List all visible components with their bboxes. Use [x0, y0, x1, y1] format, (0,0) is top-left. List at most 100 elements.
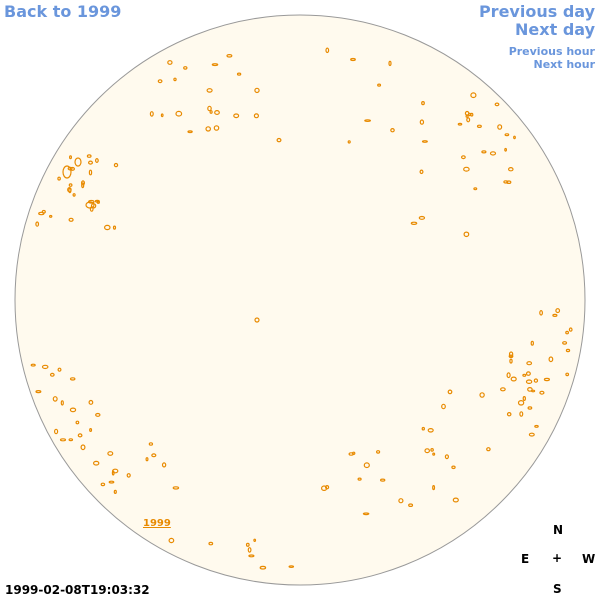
feature-contour: [175, 110, 183, 117]
feature-contour: [398, 498, 404, 504]
feature-contour: [126, 473, 131, 478]
feature-contour: [276, 137, 282, 143]
feature-contour: [452, 497, 459, 503]
feature-contour: [539, 390, 545, 395]
feature-contour: [75, 420, 80, 425]
feature-contour: [183, 66, 188, 70]
feature-contour: [168, 537, 175, 544]
feature-contour: [88, 399, 94, 405]
feature-contour: [427, 427, 434, 433]
feature-contour: [555, 308, 561, 314]
feature-contour: [236, 72, 242, 76]
feature-contour: [100, 482, 106, 487]
feature-contour: [418, 215, 426, 220]
feature-contour: [350, 57, 356, 62]
previous-day-link[interactable]: Previous day: [478, 2, 595, 21]
feature-contour: [72, 193, 76, 197]
feature-contour: [504, 133, 510, 137]
feature-contour: [380, 478, 386, 482]
feature-contour: [254, 317, 260, 323]
feature-contour: [430, 448, 434, 452]
feature-contour: [479, 392, 485, 398]
feature-contour: [568, 327, 573, 332]
feature-contour: [53, 428, 59, 435]
feature-contour: [30, 363, 36, 367]
feature-contour: [510, 376, 517, 382]
feature-contour: [509, 358, 513, 364]
feature-contour: [432, 485, 436, 491]
feature-contour: [522, 373, 527, 377]
feature-contour: [107, 451, 114, 456]
solar-disk: [14, 14, 586, 586]
feature-contour: [519, 411, 524, 417]
feature-contour: [35, 221, 40, 227]
feature-contour: [463, 166, 470, 172]
feature-contour: [148, 442, 154, 446]
feature-contour: [565, 330, 569, 335]
feature-contour: [565, 372, 570, 377]
feature-contour: [104, 224, 111, 231]
feature-contour: [506, 412, 512, 417]
feature-contour: [62, 165, 72, 179]
year-marker-link[interactable]: 1999: [143, 518, 171, 529]
feature-contour: [67, 186, 72, 193]
feature-contour: [259, 565, 267, 570]
feature-contour: [74, 157, 82, 167]
feature-contour: [562, 341, 568, 345]
feature-contour: [87, 160, 93, 165]
feature-contour: [526, 361, 533, 366]
feature-contour: [321, 485, 328, 492]
feature-contour: [466, 117, 471, 123]
feature-contour: [352, 451, 356, 455]
back-to-year-link[interactable]: Back to 1999: [4, 2, 122, 21]
feature-contour: [489, 151, 497, 156]
feature-contour: [347, 140, 351, 144]
feature-contour: [525, 379, 533, 385]
feature-contour: [530, 340, 535, 346]
feature-contour: [207, 105, 212, 112]
feature-contour: [80, 180, 85, 186]
feature-contour: [57, 367, 62, 372]
next-day-link[interactable]: Next day: [515, 20, 595, 39]
feature-contour: [52, 396, 58, 402]
feature-contour: [206, 88, 213, 93]
feature-contour: [533, 378, 539, 383]
feature-contour: [68, 183, 73, 187]
feature-contour: [173, 77, 177, 82]
feature-contour: [476, 124, 482, 129]
feature-contour: [377, 83, 382, 87]
previous-hour-link[interactable]: Previous hour: [508, 45, 595, 58]
feature-contour: [149, 111, 154, 117]
feature-contour: [69, 407, 77, 413]
observation-timestamp: 1999-02-08T19:03:32: [5, 583, 150, 597]
feature-contour: [88, 169, 93, 176]
next-hour-link[interactable]: Next hour: [533, 58, 596, 71]
feature-contour: [81, 182, 85, 189]
feature-contour: [461, 155, 466, 160]
feature-contour: [421, 140, 428, 143]
feature-contour: [248, 554, 255, 558]
feature-contour: [160, 113, 164, 118]
feature-contour: [500, 387, 506, 392]
feature-contour: [161, 462, 167, 468]
feature-contour: [410, 221, 418, 225]
feature-contour: [364, 119, 372, 122]
compass-east-label: E: [521, 552, 530, 566]
feature-contour: [253, 538, 257, 543]
feature-contour: [113, 162, 119, 168]
feature-contour: [419, 169, 424, 175]
feature-contour: [69, 377, 76, 381]
feature-contour: [513, 135, 516, 140]
feature-contour: [113, 489, 117, 494]
feature-contour: [421, 426, 425, 431]
feature-contour: [85, 201, 95, 209]
feature-contour: [49, 372, 55, 377]
feature-contour: [390, 127, 395, 133]
feature-contour: [527, 406, 533, 410]
feature-contour: [68, 438, 74, 442]
feature-contour: [470, 92, 477, 99]
feature-contour: [94, 158, 99, 164]
feature-contour: [254, 87, 260, 94]
feature-contour: [77, 433, 83, 438]
